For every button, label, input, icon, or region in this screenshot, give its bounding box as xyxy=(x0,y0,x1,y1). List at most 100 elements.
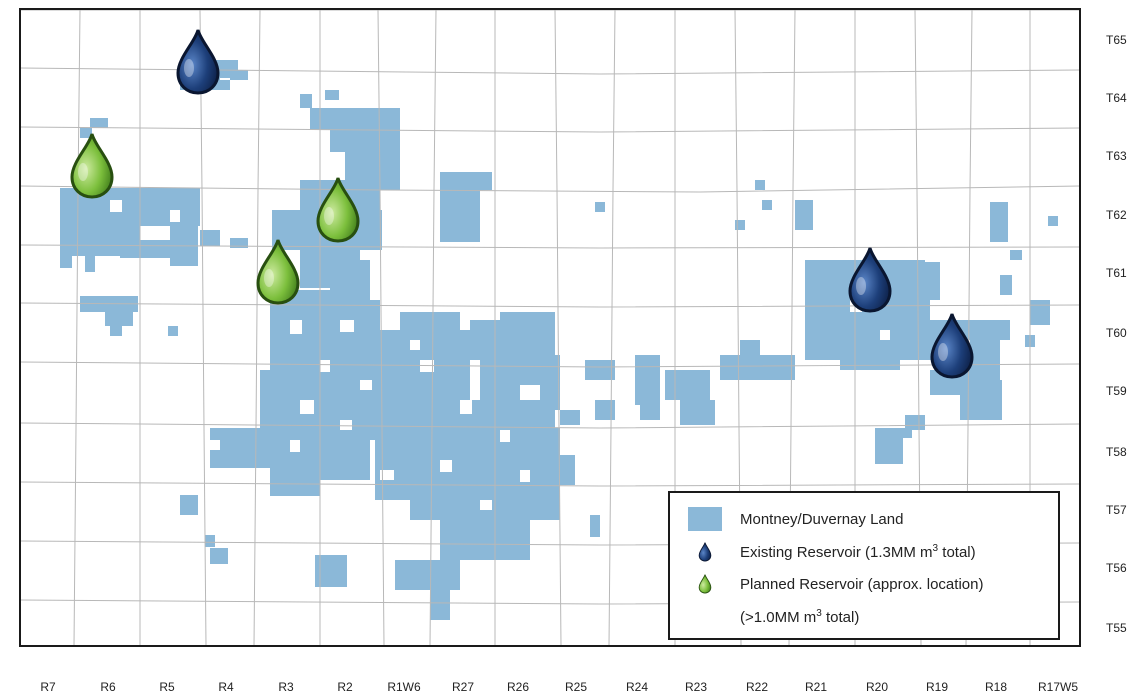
land-parcel xyxy=(595,202,605,212)
land-gap xyxy=(290,440,300,452)
range-label-r22: R22 xyxy=(745,680,769,694)
land-parcel xyxy=(590,515,600,537)
township-line xyxy=(19,126,1081,133)
range-line xyxy=(253,9,261,647)
land-parcel xyxy=(555,455,575,485)
land-parcel xyxy=(300,94,312,108)
land-gap xyxy=(210,440,220,450)
land-parcel xyxy=(230,238,248,248)
land-gap xyxy=(500,430,510,442)
land-gap xyxy=(170,210,180,222)
range-label-r19: R19 xyxy=(925,680,949,694)
green-oil-drop-icon xyxy=(70,132,114,199)
land-parcel xyxy=(330,260,370,300)
land-parcel xyxy=(200,230,220,246)
land-gap xyxy=(360,380,372,390)
land-gap xyxy=(340,320,354,332)
township-label-t65: T65 xyxy=(1106,33,1127,47)
range-label-r25: R25 xyxy=(564,680,588,694)
range-label-r17w5: R17W5 xyxy=(1037,680,1079,694)
green-oil-drop-icon xyxy=(698,574,712,594)
land-parcel xyxy=(680,400,715,425)
land-parcel xyxy=(762,200,772,210)
green-oil-drop-icon xyxy=(256,238,300,305)
township-label-t57: T57 xyxy=(1106,503,1127,517)
land-parcel xyxy=(900,428,912,438)
land-parcel xyxy=(105,312,133,326)
land-parcel xyxy=(168,326,178,336)
montney-duvernay-land xyxy=(60,60,1058,620)
land-parcel xyxy=(470,180,492,190)
land-parcel xyxy=(635,355,660,405)
map-frame xyxy=(19,8,1081,647)
land-parcel xyxy=(325,90,339,100)
legend-planned-note: (>1.0MM m3 total) xyxy=(740,608,860,626)
land-parcel xyxy=(80,128,92,138)
land-parcel xyxy=(310,108,400,130)
land-gap xyxy=(110,200,122,212)
legend-existing-row: Existing Reservoir (1.3MM m3 total) xyxy=(680,540,976,564)
township-label-t64: T64 xyxy=(1106,91,1127,105)
legend-existing-label: Existing Reservoir (1.3MM m3 total) xyxy=(740,543,976,561)
land-parcel xyxy=(90,118,108,128)
township-label-t56: T56 xyxy=(1106,561,1127,575)
blue-oil-drop-icon xyxy=(698,542,712,562)
land-parcel xyxy=(120,240,170,258)
land-parcel xyxy=(1000,275,1012,295)
land-gap xyxy=(320,360,330,372)
land-parcel xyxy=(440,190,480,242)
land-parcel xyxy=(840,350,900,370)
land-parcel xyxy=(210,548,228,564)
land-gap xyxy=(880,330,890,340)
range-line xyxy=(608,9,616,647)
land-parcel xyxy=(905,262,940,302)
range-line xyxy=(73,9,81,647)
land-gap xyxy=(410,340,420,350)
land-parcel xyxy=(60,256,72,268)
blue-oil-drop-icon xyxy=(930,312,974,379)
township-label-t62: T62 xyxy=(1106,208,1127,222)
land-parcel xyxy=(215,80,230,90)
land-parcel xyxy=(400,312,460,352)
range-label-r6: R6 xyxy=(100,680,116,694)
range-line xyxy=(554,9,562,647)
land-parcel xyxy=(270,460,320,496)
land-parcel xyxy=(740,340,760,360)
land-parcel xyxy=(230,70,248,80)
township-line xyxy=(19,422,1081,429)
land-parcel xyxy=(1048,216,1058,226)
green-oil-drop-icon xyxy=(316,176,360,243)
township-label-t58: T58 xyxy=(1106,445,1127,459)
township-line xyxy=(19,185,1081,193)
range-label-r5: R5 xyxy=(159,680,175,694)
land-parcel xyxy=(905,415,925,430)
land-parcel xyxy=(500,312,555,362)
township-line xyxy=(19,361,1081,368)
range-label-r2: R2 xyxy=(337,680,353,694)
township-line xyxy=(19,244,1081,249)
legend-planned-row: Planned Reservoir (approx. location) xyxy=(680,572,983,596)
range-label-r3: R3 xyxy=(278,680,294,694)
blue-oil-drop-icon xyxy=(848,246,892,313)
land-parcel xyxy=(795,200,813,230)
land-parcel xyxy=(560,410,580,425)
township-label-t61: T61 xyxy=(1106,266,1127,280)
land-gap xyxy=(480,500,492,510)
land-gap xyxy=(440,460,452,472)
land-parcel xyxy=(875,428,903,464)
township-label-t60: T60 xyxy=(1106,326,1127,340)
range-label-r27: R27 xyxy=(451,680,475,694)
land-parcel xyxy=(60,226,100,256)
reservoir-markers xyxy=(70,28,974,379)
land-parcel xyxy=(975,385,995,395)
range-label-r18: R18 xyxy=(984,680,1008,694)
land-parcel xyxy=(85,256,95,272)
land-parcel xyxy=(110,326,122,336)
range-line xyxy=(429,9,437,647)
land-parcel xyxy=(985,320,1010,340)
land-gap xyxy=(340,420,352,430)
range-line xyxy=(377,9,385,647)
range-label-r20: R20 xyxy=(865,680,889,694)
land-parcel xyxy=(180,495,198,515)
